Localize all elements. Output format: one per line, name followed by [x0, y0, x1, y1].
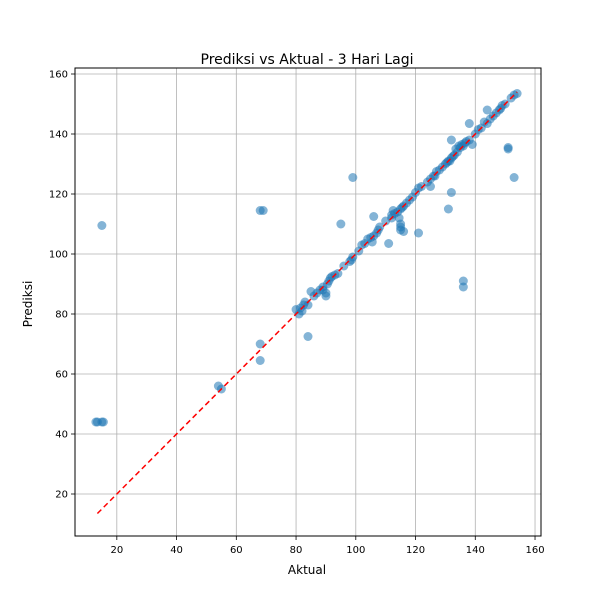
data-point [467, 140, 477, 149]
data-point [303, 300, 313, 310]
y-tick-label: 100 [49, 250, 68, 261]
data-point [482, 105, 492, 115]
data-point [97, 221, 107, 230]
data-point [399, 227, 409, 236]
chart-title: Prediksi vs Aktual - 3 Hari Lagi [201, 52, 414, 68]
data-point [255, 339, 265, 349]
data-point [348, 173, 358, 182]
data-point [303, 332, 313, 341]
data-point [384, 239, 394, 248]
reference-line [96, 91, 518, 515]
y-tick-label: 60 [55, 370, 68, 381]
data-point [446, 188, 456, 197]
data-point [396, 219, 406, 229]
x-tick-label: 100 [346, 545, 365, 556]
y-tick-label: 80 [55, 310, 68, 321]
x-tick-label: 120 [406, 545, 425, 556]
data-point [509, 173, 519, 182]
data-point [333, 269, 343, 278]
data-point [443, 204, 453, 214]
reference-line-layer [96, 91, 518, 515]
data-point [336, 219, 346, 229]
y-tick-label: 40 [55, 430, 68, 441]
x-tick-label: 20 [110, 545, 123, 556]
data-point [321, 291, 331, 301]
data-point [258, 206, 268, 215]
x-tick-label: 40 [170, 545, 183, 556]
plot-area [74, 67, 542, 537]
data-point [255, 356, 265, 365]
y-axis-ticks: 20 40 60 80 100 120 140 160 [49, 70, 75, 501]
y-tick-label: 20 [55, 490, 68, 501]
y-tick-label: 160 [49, 70, 68, 81]
data-point [458, 282, 468, 292]
x-axis-ticks: 20 40 60 80 100 120 140 160 [110, 536, 545, 556]
data-point [446, 135, 456, 145]
data-point [369, 212, 379, 221]
y-tick-label: 120 [49, 190, 68, 201]
data-point [503, 143, 513, 152]
data-point [375, 222, 385, 232]
x-tick-label: 80 [290, 545, 303, 556]
x-tick-label: 160 [525, 545, 544, 556]
data-point [512, 89, 522, 98]
y-axis-label: Prediksi [21, 281, 35, 328]
y-tick-label: 140 [49, 130, 68, 141]
x-tick-label: 140 [466, 545, 485, 556]
x-axis-label: Aktual [288, 563, 326, 577]
data-point [464, 119, 474, 128]
data-point [425, 182, 435, 191]
grid [75, 68, 541, 536]
data-point [98, 417, 108, 427]
data-point [414, 228, 424, 238]
x-tick-label: 60 [230, 545, 243, 556]
